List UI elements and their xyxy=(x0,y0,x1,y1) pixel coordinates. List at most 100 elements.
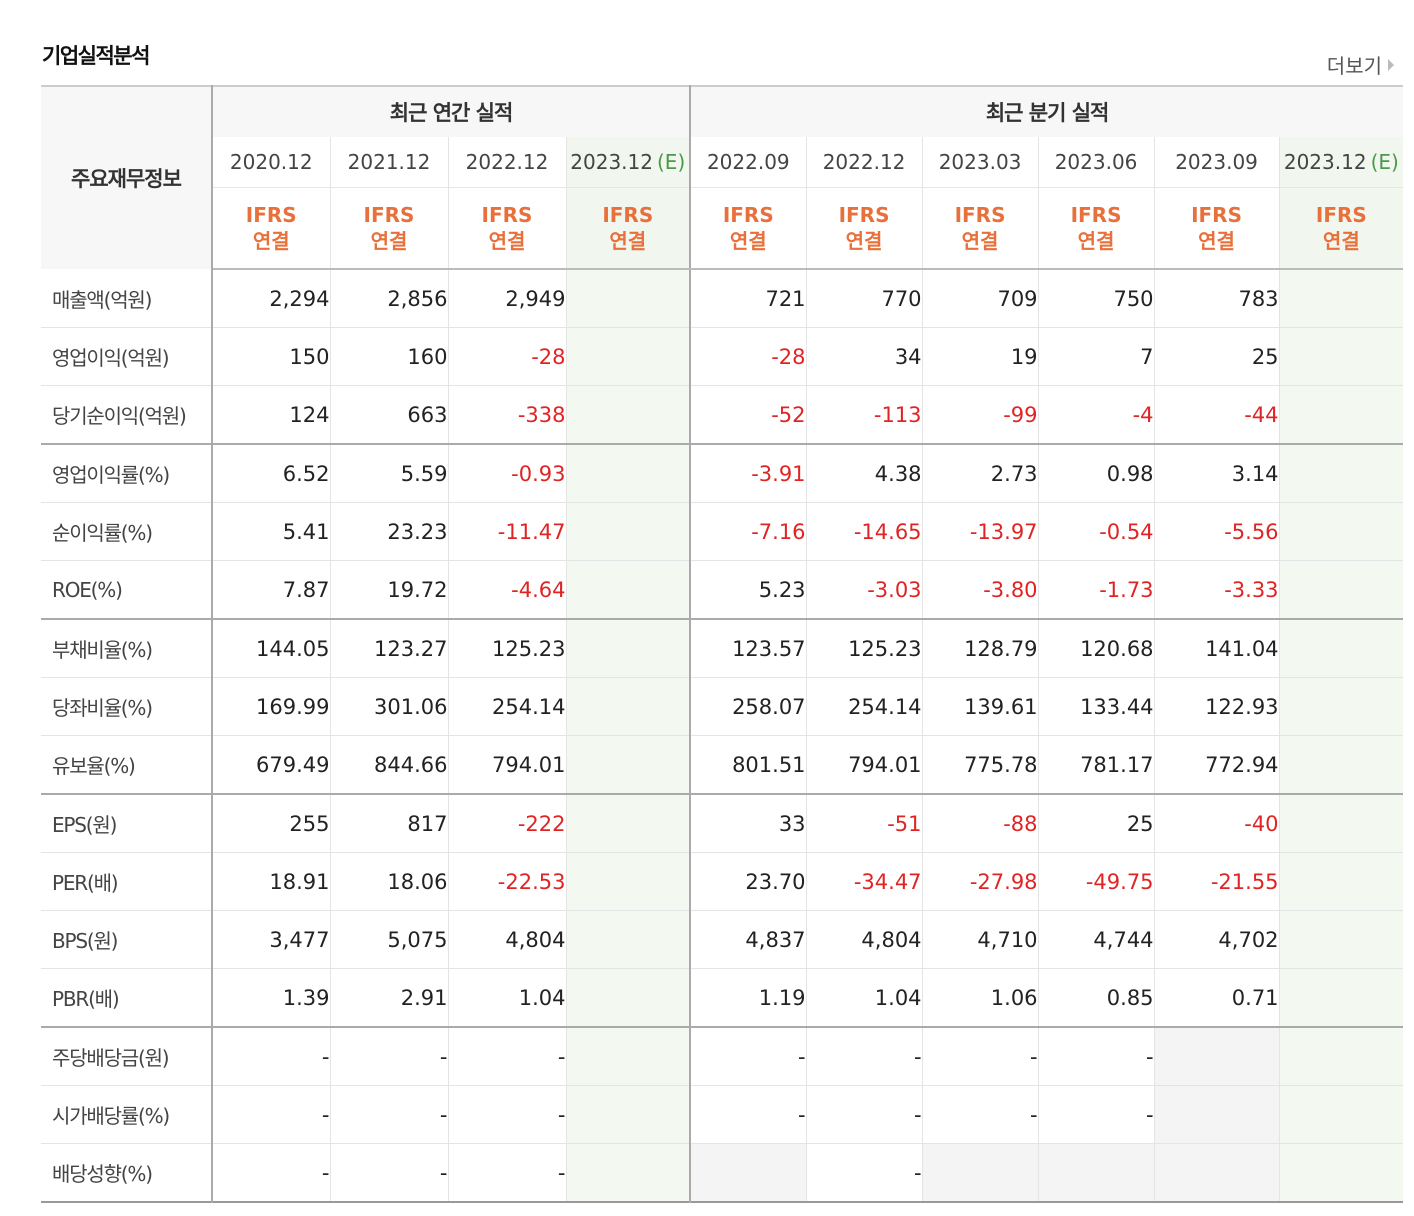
table-cell: - xyxy=(329,1085,448,1144)
table-cell: - xyxy=(805,1143,923,1203)
table-row: 영업이익(억원) 150 160 -28 -28 34 19 7 25 xyxy=(41,327,1404,386)
period-label: 2023.12 xyxy=(570,150,653,174)
table-cell: 783 xyxy=(1153,269,1280,328)
table-cell: 25 xyxy=(1153,327,1280,386)
basis-line2: 연결 xyxy=(488,229,526,253)
table-cell: - xyxy=(447,1143,566,1203)
table-cell xyxy=(565,677,691,736)
basis-header: IFRS 연결 xyxy=(565,187,691,270)
table-cell xyxy=(1278,1143,1404,1203)
table-cell: - xyxy=(689,1026,807,1086)
table-cell: -99 xyxy=(921,385,1039,445)
period-label: 2022.09 xyxy=(706,150,790,174)
table-cell xyxy=(565,968,691,1028)
table-cell: -28 xyxy=(447,327,566,386)
more-link[interactable]: 더보기 xyxy=(1327,50,1394,79)
table-cell: - xyxy=(921,1085,1039,1144)
table-cell xyxy=(565,327,691,386)
table-cell: 4.38 xyxy=(805,443,923,503)
basis-header: IFRS 연결 xyxy=(805,187,923,270)
table-row: 영업이익률(%) 6.52 5.59 -0.93 -3.91 4.38 2.73 0.98 3.… xyxy=(41,443,1404,503)
table-cell: 1.04 xyxy=(805,968,923,1028)
table-cell: - xyxy=(447,1026,566,1086)
period-label: 2023.03 xyxy=(938,150,1022,174)
table-cell: 139.61 xyxy=(921,677,1039,736)
table-cell xyxy=(1278,677,1404,736)
table-cell: 4,702 xyxy=(1153,910,1280,969)
table-cell xyxy=(1278,852,1404,911)
row-label: 영업이익률(%) xyxy=(41,443,213,503)
period-label: 2022.12 xyxy=(465,150,549,174)
row-label: 주당배당금(원) xyxy=(41,1026,213,1086)
basis-header: IFRS 연결 xyxy=(689,187,807,270)
table-cell: -222 xyxy=(447,793,566,853)
table-cell: -3.80 xyxy=(921,560,1039,620)
table-cell: 0.98 xyxy=(1037,443,1155,503)
table-cell: 128.79 xyxy=(921,618,1039,678)
period-header: 2022.12 xyxy=(805,137,923,188)
table-cell: -7.16 xyxy=(689,502,807,561)
row-label: 당기순이익(억원) xyxy=(41,385,213,445)
table-cell: -5.56 xyxy=(1153,502,1280,561)
basis-line2: 연결 xyxy=(961,229,999,253)
table-cell: 770 xyxy=(805,269,923,328)
period-header: 2021.12 xyxy=(329,137,448,188)
table-cell: - xyxy=(921,1026,1039,1086)
table-cell: 125.23 xyxy=(805,618,923,678)
period-header: 2023.09 xyxy=(1153,137,1280,188)
basis-header: IFRS 연결 xyxy=(1037,187,1155,270)
period-header: 2022.12 xyxy=(447,137,566,188)
table-cell: -3.33 xyxy=(1153,560,1280,620)
table-row: 유보율(%) 679.49 844.66 794.01 801.51 794.01 775.… xyxy=(41,735,1404,795)
table-cell: 1.39 xyxy=(212,968,330,1028)
table-cell: - xyxy=(212,1085,330,1144)
table-cell: 772.94 xyxy=(1153,735,1280,795)
table-cell: 775.78 xyxy=(921,735,1039,795)
period-label: 2023.09 xyxy=(1175,150,1258,174)
table-cell: 124 xyxy=(212,385,330,445)
table-cell: 258.07 xyxy=(689,677,807,736)
table-cell xyxy=(565,1143,691,1203)
table-cell: 844.66 xyxy=(329,735,448,795)
table-cell xyxy=(1278,327,1404,386)
table-cell: 7.87 xyxy=(212,560,330,620)
table-cell: 18.91 xyxy=(212,852,330,911)
table-row: 당기순이익(억원) 124 663 -338 -52 -113 -99 -4 -44 xyxy=(41,385,1404,445)
table-cell xyxy=(565,618,691,678)
row-label: 부채비율(%) xyxy=(41,618,213,678)
table-row: PER(배) 18.91 18.06 -22.53 23.70 -34.47 -27.98-… xyxy=(41,852,1404,911)
table-cell xyxy=(565,1026,691,1086)
table-cell: 141.04 xyxy=(1153,618,1280,678)
table-cell: -113 xyxy=(805,385,923,445)
table-cell: 2.91 xyxy=(329,968,448,1028)
table-row: 순이익률(%) 5.41 23.23 -11.47 -7.16 -14.65 -13.97-… xyxy=(41,502,1404,561)
table-cell: 144.05 xyxy=(212,618,330,678)
table-cell: 169.99 xyxy=(212,677,330,736)
basis-header: IFRS 연결 xyxy=(329,187,448,270)
row-label: ROE(%) xyxy=(41,560,213,620)
table-cell: 2,294 xyxy=(212,269,330,328)
basis-header: IFRS 연결 xyxy=(921,187,1039,270)
table-cell: 25 xyxy=(1037,793,1155,853)
table-cell: -13.97 xyxy=(921,502,1039,561)
basis-line1: IFRS xyxy=(838,203,890,227)
table-cell: 4,804 xyxy=(447,910,566,969)
table-cell: 122.93 xyxy=(1153,677,1280,736)
table-cell xyxy=(565,793,691,853)
row-label: 유보율(%) xyxy=(41,735,213,795)
row-label: 배당성향(%) xyxy=(41,1143,213,1203)
table-cell: - xyxy=(1037,1026,1155,1086)
table-cell: - xyxy=(805,1026,923,1086)
table-cell: 4,744 xyxy=(1037,910,1155,969)
table-cell: - xyxy=(329,1143,448,1203)
table-cell xyxy=(1278,269,1404,328)
table-cell: -49.75 xyxy=(1037,852,1155,911)
row-header-title: 주요재무정보 xyxy=(41,86,213,269)
table-cell: -34.47 xyxy=(805,852,923,911)
table-cell: 23.23 xyxy=(329,502,448,561)
table-cell xyxy=(1037,1143,1155,1203)
table-cell xyxy=(565,560,691,620)
table-row: ROE(%) 7.87 19.72 -4.64 5.23 -3.03 -3.80 -1.73-… xyxy=(41,560,1404,620)
basis-line2: 연결 xyxy=(609,229,647,253)
table-cell xyxy=(565,852,691,911)
